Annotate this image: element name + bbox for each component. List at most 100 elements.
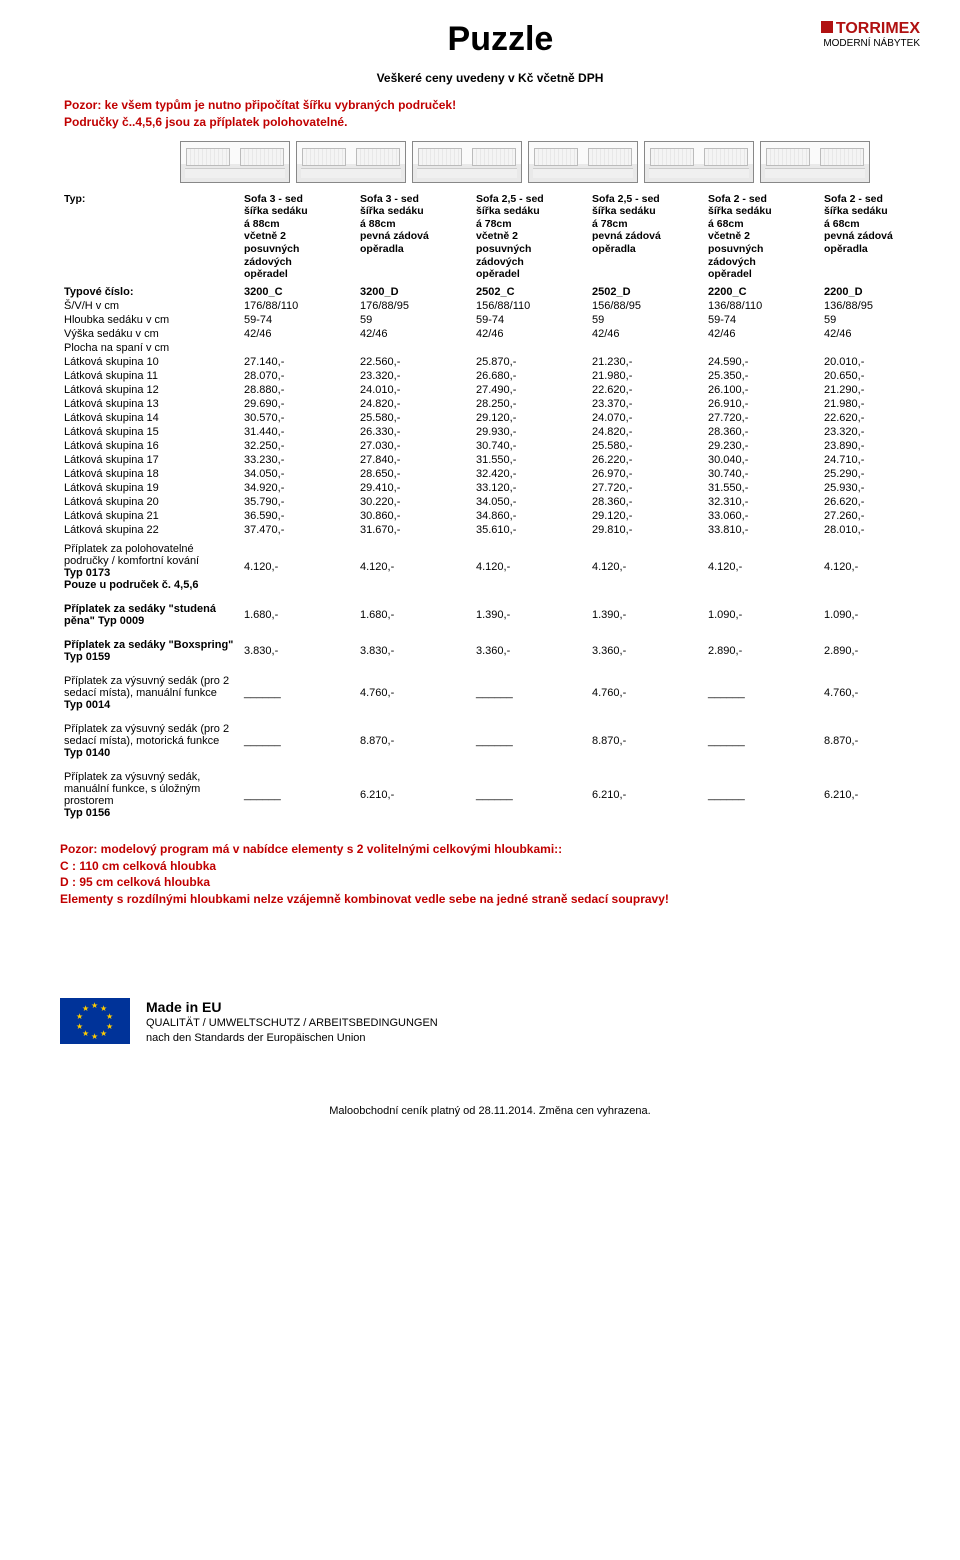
col-header: Sofa 2 - sedšířka sedákuá 68cmpevná zádo… [820,189,936,285]
cell: 25.350,- [704,369,820,383]
cell: 3200_D [356,285,472,299]
cell: 4.120,- [704,537,820,597]
cell: 30.220,- [356,495,472,509]
cell: ______ [240,765,356,825]
cell: 23.370,- [588,397,704,411]
cell: 136/88/95 [820,299,936,313]
cell: 31.440,- [240,425,356,439]
logo-brand: TORRIMEX [836,20,920,37]
cell: 21.290,- [820,383,936,397]
cell: 59 [820,313,936,327]
page-title: Puzzle [180,20,821,59]
cell: 4.760,- [820,669,936,717]
table-row: Látková skupina 1733.230,-27.840,-31.550… [60,453,936,467]
table-row: Látková skupina 1228.880,-24.010,-27.490… [60,383,936,397]
row-label: Hloubka sedáku v cm [60,313,240,327]
cell: 20.650,- [820,369,936,383]
cell: 27.720,- [588,481,704,495]
cell: 20.010,- [820,355,936,369]
cell: 26.970,- [588,467,704,481]
subtitle: Veškeré ceny uvedeny v Kč včetně DPH [60,71,920,85]
cell: 23.320,- [820,425,936,439]
table-row: Látková skupina 1027.140,-22.560,-25.870… [60,355,936,369]
cell: 34.050,- [240,467,356,481]
warn-line-2: Područky č..4,5,6 jsou za příplatek polo… [64,115,347,129]
row-label: Látková skupina 15 [60,425,240,439]
logo-icon [821,21,833,33]
cell: 23.890,- [820,439,936,453]
cell: 35.790,- [240,495,356,509]
surcharge-label: Příplatek za sedáky "studená pěna" Typ 0… [60,597,240,633]
eu-flag-icon: ★ ★ ★ ★ ★ ★ ★ ★ ★ ★ [60,998,130,1044]
table-row: Výška sedáku v cm42/4642/4642/4642/4642/… [60,327,936,341]
cell: 26.220,- [588,453,704,467]
cell: ______ [704,717,820,765]
header: Puzzle TORRIMEX MODERNÍ NÁBYTEK [60,20,920,59]
cell: 27.030,- [356,439,472,453]
cell [356,341,472,355]
cell: 28.650,- [356,467,472,481]
table-row: Látková skupina 1128.070,-23.320,-26.680… [60,369,936,383]
cell [472,341,588,355]
cell: 42/46 [472,327,588,341]
cell: 2200_C [704,285,820,299]
page: Puzzle TORRIMEX MODERNÍ NÁBYTEK Veškeré … [0,0,960,1137]
cell: 25.930,- [820,481,936,495]
eu-text: Made in EU QUALITÄT / UMWELTSCHUTZ / ARB… [146,998,438,1045]
cell: 6.210,- [356,765,472,825]
cell: 34.050,- [472,495,588,509]
note-block: Pozor: modelový program má v nabídce ele… [60,841,920,908]
cell: 4.120,- [240,537,356,597]
cell: ______ [472,669,588,717]
cell: 31.550,- [704,481,820,495]
cell: 4.120,- [472,537,588,597]
table-row: Látková skupina 1934.920,-29.410,-33.120… [60,481,936,495]
cell: 28.880,- [240,383,356,397]
surcharge-row: Příplatek za polohovatelné područky / ko… [60,537,936,597]
cell: 21.980,- [820,397,936,411]
sofa-thumbnail [644,141,754,183]
cell: 30.570,- [240,411,356,425]
row-label: Látková skupina 14 [60,411,240,425]
surcharge-label: Příplatek za sedáky "Boxspring" Typ 0159 [60,633,240,669]
footer: Maloobchodní ceník platný od 28.11.2014.… [60,1105,920,1117]
cell: 26.910,- [704,397,820,411]
cell: 28.360,- [704,425,820,439]
cell: 6.210,- [588,765,704,825]
cell: 3.360,- [472,633,588,669]
cell: 25.580,- [356,411,472,425]
table-row: Látková skupina 2035.790,-30.220,-34.050… [60,495,936,509]
col-header: Sofa 2,5 - sedšířka sedákuá 78cmpevná zá… [588,189,704,285]
cell: 30.740,- [704,467,820,481]
sofa-thumbnail [180,141,290,183]
cell: 34.860,- [472,509,588,523]
row-label: Typové číslo: [60,285,240,299]
surcharge-row: Příplatek za výsuvný sedák, manuální fun… [60,765,936,825]
cell: 156/88/95 [588,299,704,313]
cell: 29.690,- [240,397,356,411]
table-row: Látková skupina 1430.570,-25.580,-29.120… [60,411,936,425]
cell: 34.920,- [240,481,356,495]
cell: 27.260,- [820,509,936,523]
table-row: Š/V/H v cm176/88/110176/88/95156/88/1101… [60,299,936,313]
cell: 1.680,- [356,597,472,633]
cell: 59 [356,313,472,327]
cell: 29.230,- [704,439,820,453]
surcharge-row: Příplatek za sedáky "studená pěna" Typ 0… [60,597,936,633]
main-table: Typ: Sofa 3 - sedšířka sedákuá 88cmvčetn… [60,189,936,825]
surcharge-row: Příplatek za sedáky "Boxspring" Typ 0159… [60,633,936,669]
cell: 42/46 [240,327,356,341]
cell: 33.060,- [704,509,820,523]
cell: ______ [472,765,588,825]
cell: 30.860,- [356,509,472,523]
cell: 21.230,- [588,355,704,369]
cell: 176/88/95 [356,299,472,313]
cell: 4.120,- [588,537,704,597]
cell: 136/88/110 [704,299,820,313]
cell: ______ [240,717,356,765]
row-label: Látková skupina 13 [60,397,240,411]
cell: 1.090,- [704,597,820,633]
row-label: Látková skupina 17 [60,453,240,467]
cell: 4.120,- [820,537,936,597]
eu-block: ★ ★ ★ ★ ★ ★ ★ ★ ★ ★ Made in EU QUALITÄT … [60,998,920,1045]
